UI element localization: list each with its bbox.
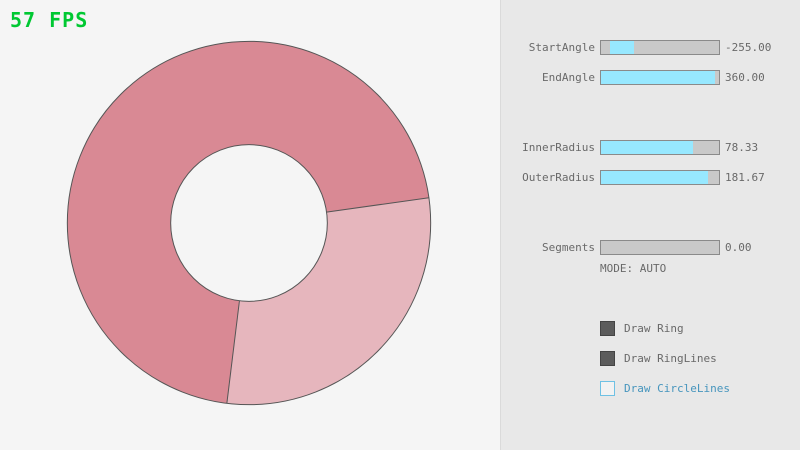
startangle-label: StartAngle bbox=[528, 41, 595, 54]
startangle-slider-handle[interactable] bbox=[610, 41, 635, 54]
draw-circlelines-label: Draw CircleLines bbox=[624, 381, 730, 395]
segments-label: Segments bbox=[542, 241, 595, 254]
draw-ring-label: Draw Ring bbox=[624, 321, 684, 335]
ring-canvas bbox=[66, 40, 432, 406]
startangle-row: StartAngle -255.00 bbox=[500, 40, 800, 55]
segments-value: 0.00 bbox=[725, 241, 752, 254]
outerradius-value: 181.67 bbox=[725, 171, 765, 184]
endangle-slider-fill bbox=[601, 71, 716, 84]
innerradius-slider[interactable] bbox=[600, 140, 720, 155]
draw-ringlines-checkbox[interactable] bbox=[600, 350, 615, 366]
startangle-slider[interactable] bbox=[600, 40, 720, 55]
innerradius-row: InnerRadius 78.33 bbox=[500, 140, 800, 155]
segments-mode-text: MODE: AUTO bbox=[600, 262, 667, 275]
endangle-slider[interactable] bbox=[600, 70, 720, 85]
outerradius-row: OuterRadius 181.67 bbox=[500, 170, 800, 185]
innerradius-slider-fill bbox=[601, 141, 694, 154]
draw-ring-checkbox[interactable] bbox=[600, 320, 615, 336]
checkbox-draw-ring[interactable]: Draw Ring bbox=[600, 320, 684, 336]
endangle-row: EndAngle 360.00 bbox=[500, 70, 800, 85]
endangle-label: EndAngle bbox=[542, 71, 595, 84]
startangle-value: -255.00 bbox=[725, 41, 772, 54]
checkbox-draw-circlelines[interactable]: Draw CircleLines bbox=[600, 380, 730, 396]
innerradius-label: InnerRadius bbox=[522, 141, 595, 154]
draw-ringlines-label: Draw RingLines bbox=[624, 351, 717, 365]
draw-circlelines-checkbox[interactable] bbox=[600, 380, 615, 396]
outerradius-label: OuterRadius bbox=[522, 171, 595, 184]
segments-slider[interactable] bbox=[600, 240, 720, 255]
segments-row: Segments 0.00 bbox=[500, 240, 800, 255]
outerradius-slider[interactable] bbox=[600, 170, 720, 185]
checkbox-draw-ringlines[interactable]: Draw RingLines bbox=[600, 350, 717, 366]
outerradius-slider-fill bbox=[601, 171, 709, 184]
fps-counter: 57 FPS bbox=[10, 8, 89, 32]
innerradius-value: 78.33 bbox=[725, 141, 759, 154]
endangle-value: 360.00 bbox=[725, 71, 765, 84]
